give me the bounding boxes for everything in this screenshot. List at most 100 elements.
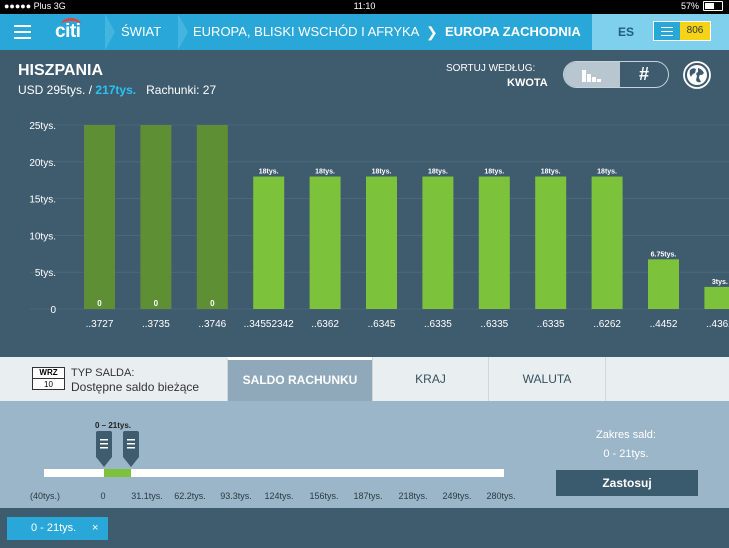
y-tick-label: 20tys. — [29, 158, 56, 169]
tab-currency[interactable]: WALUTA — [488, 357, 605, 401]
accounts-count: Rachunki: 27 — [146, 83, 217, 97]
x-tick-label: ..3735 — [142, 319, 170, 330]
range-summary-value: 0 - 21tys. — [603, 448, 649, 460]
range-value-label: 0 – 21tys. — [95, 421, 132, 430]
data-label: 18tys. — [372, 169, 392, 176]
range-tick: 156tys. — [309, 491, 339, 501]
bar[interactable] — [478, 176, 510, 309]
list-icon — [654, 22, 680, 40]
range-tick: 218tys. — [398, 491, 428, 501]
sort-toggle[interactable]: # — [563, 61, 669, 88]
menu-icon[interactable] — [14, 25, 31, 39]
data-label: 18tys. — [484, 169, 504, 176]
tab-empty — [605, 357, 729, 401]
tab-country[interactable]: KRAJ — [372, 357, 488, 401]
breadcrumb-western-europe[interactable]: EUROPA ZACHODNIA — [445, 24, 581, 39]
list-badge-button[interactable]: 806 — [653, 21, 711, 41]
data-label: 0 — [210, 299, 215, 308]
sort-value[interactable]: KWOTA — [507, 77, 548, 89]
bar[interactable] — [309, 176, 341, 309]
range-tick: 124tys. — [264, 491, 294, 501]
range-slider-track[interactable] — [44, 469, 504, 477]
data-label: 18tys. — [428, 169, 448, 176]
selected-amount: 217tys. — [95, 83, 137, 97]
range-tick: 0 — [100, 491, 106, 501]
balance-range-panel: 0 – 21tys. (40tys.) 0 31.1tys. 62.2tys. … — [0, 401, 729, 508]
breadcrumb-emea[interactable]: EUROPA, BLISKI WSCHÓD I AFRYKA — [193, 24, 420, 39]
bar[interactable] — [140, 125, 172, 309]
bar[interactable] — [648, 259, 679, 309]
hash-icon: # — [638, 64, 649, 84]
x-tick-label: ..6345 — [368, 319, 396, 330]
balance-type-label: TYP SALDA: — [71, 367, 135, 379]
bar[interactable] — [591, 176, 623, 309]
sort-by-amount-button[interactable] — [564, 62, 620, 87]
bar[interactable] — [366, 176, 397, 309]
divider — [178, 14, 188, 50]
data-label: 0 — [97, 299, 102, 308]
totals-separator: / — [88, 83, 93, 97]
chevron-right-icon: ❯ — [426, 24, 438, 40]
calendar-icon: WRZ 10 — [32, 367, 65, 390]
x-tick-label: ..6362 — [311, 319, 339, 330]
filter-chip[interactable]: 0 - 21tys. × — [7, 517, 108, 540]
data-label: 3tys. — [712, 279, 728, 286]
bar-sort-icon — [582, 69, 601, 82]
y-tick-label: 15tys. — [29, 195, 56, 206]
x-tick-label: ..6335 — [480, 319, 508, 330]
page-title: HISZPANIA — [18, 62, 104, 79]
x-tick-label: ..4452 — [650, 319, 678, 330]
badge-count: 806 — [680, 22, 710, 40]
balance-bar-chart: 0 5tys. 10tys. 15tys. 20tys. 25tys. 0 ..3727 0..… — [29, 121, 729, 330]
status-bar: ●●●●● Plus 3G 11:10 57% — [0, 0, 729, 14]
bar[interactable] — [704, 286, 729, 309]
range-tick: 280tys. — [486, 491, 516, 501]
x-tick-label: ..6262 — [593, 319, 621, 330]
range-slider-fill — [103, 469, 131, 477]
totals-line: USD 295tys. / 217tys. Rachunki: 27 — [18, 83, 216, 97]
filter-chip-label: 0 - 21tys. — [31, 522, 77, 534]
bar[interactable] — [84, 125, 115, 309]
clock: 11:10 — [353, 1, 376, 11]
range-tick: 249tys. — [442, 491, 472, 501]
total-amount: USD 295tys. — [18, 83, 86, 97]
data-label: 18tys. — [259, 169, 279, 176]
data-label: 6.75tys. — [651, 251, 677, 258]
data-label: 18tys. — [315, 169, 335, 176]
bar[interactable] — [253, 176, 285, 309]
battery-group: 57% — [681, 1, 723, 11]
apply-button[interactable]: Zastosuj — [556, 470, 698, 496]
range-tick: (40tys.) — [29, 491, 61, 501]
battery-icon — [703, 1, 723, 11]
calendar-month: WRZ — [33, 368, 64, 379]
range-tick: 62.2tys. — [174, 491, 206, 501]
y-tick-label: 25tys. — [29, 121, 56, 132]
x-tick-label: ..6335 — [424, 319, 452, 330]
bar[interactable] — [196, 125, 228, 309]
range-max-handle[interactable] — [122, 431, 140, 469]
close-icon[interactable]: × — [92, 522, 99, 534]
breadcrumb-world[interactable]: ŚWIAT — [121, 24, 162, 39]
language-code[interactable]: ES — [618, 25, 635, 39]
active-filters-bar: 0 - 21tys. × — [0, 508, 729, 548]
y-tick-label: 10tys. — [29, 231, 56, 242]
tab-account-balance[interactable]: SALDO RACHUNKU — [227, 357, 372, 401]
globe-icon[interactable] — [683, 61, 711, 89]
x-tick-label: ..34552342 — [244, 319, 294, 330]
battery-percent: 57% — [680, 1, 699, 11]
x-tick-label: ..3727 — [86, 319, 114, 330]
bar[interactable] — [422, 176, 454, 309]
calendar-day: 10 — [44, 380, 53, 389]
balance-type-value[interactable]: Dostępne saldo bieżące — [71, 380, 200, 394]
data-label: 0 — [154, 299, 159, 308]
sort-by-count-button[interactable]: # — [620, 62, 668, 87]
filter-tabs: WRZ 10 TYP SALDA: Dostępne saldo bieżące… — [0, 357, 729, 401]
top-nav: citi ŚWIAT EUROPA, BLISKI WSCHÓD I AFRYK… — [0, 14, 729, 50]
data-label: 18tys. — [541, 169, 561, 176]
range-min-handle[interactable] — [95, 431, 113, 469]
range-summary-label: Zakres sald: — [596, 429, 656, 441]
carrier-label: ●●●●● Plus 3G — [4, 1, 66, 11]
bar[interactable] — [535, 176, 567, 309]
range-tick: 187tys. — [353, 491, 383, 501]
x-tick-label: ..4362 — [706, 319, 729, 330]
